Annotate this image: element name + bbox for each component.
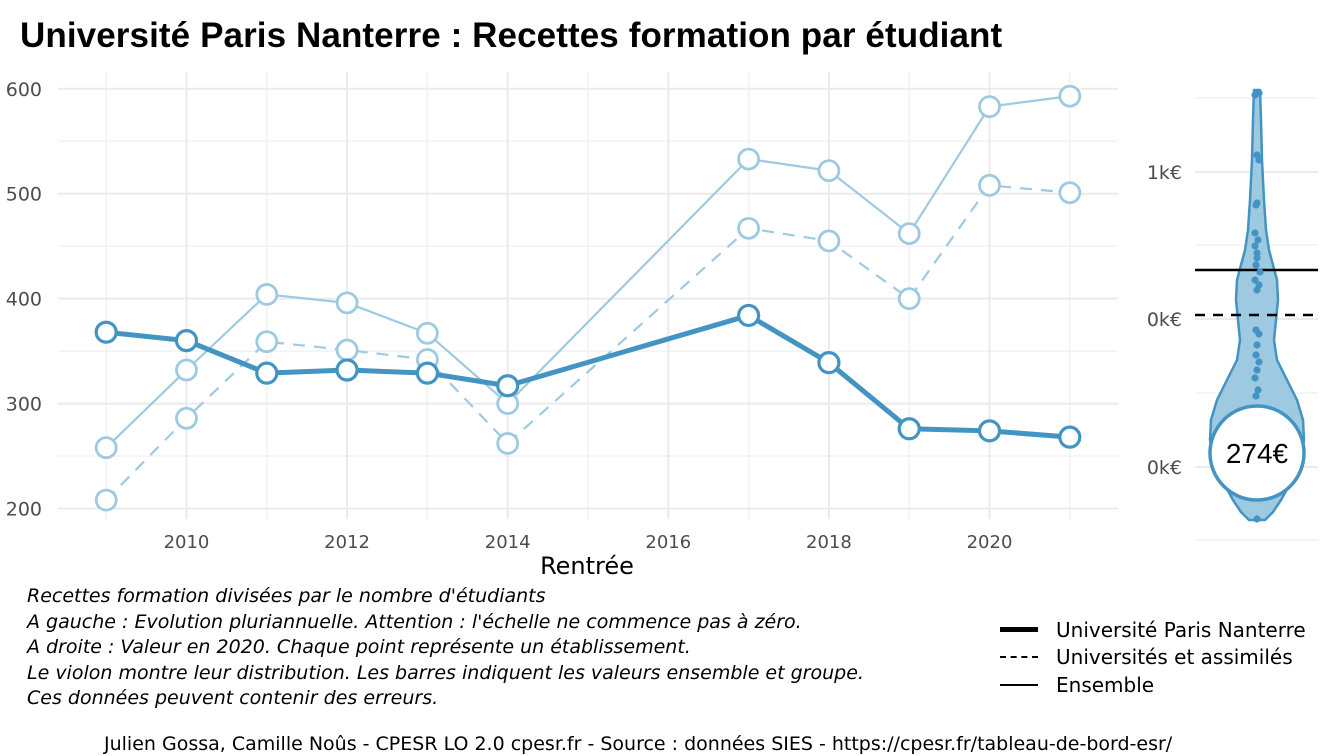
legend-label: Universités et assimilés <box>1056 645 1293 670</box>
data-point <box>737 216 761 240</box>
x-axis-title: Rentrée <box>540 552 634 580</box>
x-tick-label: 2018 <box>806 532 852 553</box>
data-point <box>255 283 279 306</box>
establishment-point <box>1255 156 1263 164</box>
data-point <box>415 361 439 385</box>
data-point <box>174 329 199 353</box>
caption-line: Recettes formation divisées par le nombr… <box>27 585 546 607</box>
legend-key-dashed <box>1000 656 1038 659</box>
x-tick-label: 2014 <box>485 532 531 553</box>
establishment-point <box>1251 229 1259 237</box>
y-tick-label: 500 <box>6 184 42 206</box>
establishment-point <box>1255 358 1263 366</box>
establishment-point <box>1253 249 1261 257</box>
establishment-point <box>1253 366 1261 374</box>
legend: Université Paris Nanterre Universités et… <box>1000 616 1306 699</box>
x-tick-label: 2012 <box>324 532 370 553</box>
establishment-point <box>1254 236 1262 244</box>
violin-y-tick-label: 1k€ <box>1147 162 1182 184</box>
source-footer: Julien Gossa, Camille Noûs - CPESR LO 2.… <box>104 733 1173 755</box>
data-point <box>255 330 279 354</box>
value-badge <box>1208 404 1306 502</box>
line-chart-axes: 2010 2012 2014 2016 2018 2020 200 300 400 500 600 <box>6 79 1013 553</box>
legend-item: Universités et assimilés <box>1000 644 1306 672</box>
data-point <box>737 303 761 328</box>
legend-item: Ensemble <box>1000 671 1306 699</box>
establishment-point <box>1252 392 1260 400</box>
data-point <box>897 222 921 245</box>
data-point <box>737 147 761 171</box>
data-point <box>1058 84 1082 108</box>
data-point <box>817 351 841 375</box>
caption-line: Ces données peuvent contenir des erreurs… <box>27 687 439 709</box>
establishment-point <box>1253 515 1261 523</box>
violin-y-tick-label: 0k€ <box>1147 457 1182 479</box>
caption: Recettes formation divisées par le nombr… <box>27 584 864 712</box>
caption-line: Le violon montre leur distribution. Les … <box>27 661 864 684</box>
data-point <box>977 419 1002 443</box>
establishment-point <box>1251 374 1259 382</box>
data-point <box>817 159 841 183</box>
data-point <box>335 338 359 362</box>
x-tick-label: 2020 <box>967 532 1013 553</box>
x-tick-label: 2010 <box>164 532 210 553</box>
series-line <box>105 184 1070 501</box>
establishment-point <box>1252 261 1260 269</box>
establishment-point <box>1253 254 1261 262</box>
y-tick-label: 300 <box>6 394 42 416</box>
establishment-point <box>1252 201 1260 209</box>
establishment-point <box>1252 351 1260 359</box>
data-point <box>255 361 279 385</box>
data-point <box>897 417 921 441</box>
data-point <box>496 374 520 398</box>
chart-title: Université Paris Nanterre : Recettes for… <box>20 16 1003 55</box>
establishment-point <box>1255 330 1263 338</box>
data-point <box>817 229 841 253</box>
establishment-point <box>1253 341 1261 349</box>
data-point <box>94 320 118 344</box>
establishment-point <box>1251 276 1259 284</box>
data-point <box>94 436 118 460</box>
caption-line: A gauche : Evolution pluriannuelle. Atte… <box>27 610 802 633</box>
establishment-point <box>1253 286 1261 294</box>
data-point <box>94 488 118 512</box>
establishment-point <box>1256 268 1264 276</box>
y-tick-label: 200 <box>6 499 42 521</box>
establishment-point <box>1251 242 1259 250</box>
y-tick-label: 400 <box>6 289 42 311</box>
data-point <box>175 406 198 430</box>
data-point <box>897 287 921 311</box>
legend-label: Université Paris Nanterre <box>1056 617 1306 642</box>
data-point <box>1058 425 1082 449</box>
data-point <box>978 95 1001 119</box>
legend-item: Université Paris Nanterre <box>1000 616 1306 644</box>
legend-key-thin <box>1000 683 1038 686</box>
data-point <box>415 321 439 345</box>
data-point <box>1058 181 1082 205</box>
establishment-point <box>1254 386 1262 394</box>
data-point <box>335 358 359 382</box>
y-tick-label: 600 <box>6 79 42 101</box>
x-tick-label: 2016 <box>645 532 691 553</box>
data-point <box>496 432 520 455</box>
violin-panel: 1k€ 0k€ 0k€ 274€ <box>1147 88 1318 541</box>
value-badge-label: 274€ <box>1226 438 1289 469</box>
legend-key-thick <box>1000 627 1038 633</box>
data-point <box>175 358 198 382</box>
caption-line: A droite : Valeur en 2020. Chaque point … <box>27 636 691 658</box>
line-chart-series <box>94 84 1082 512</box>
establishment-point <box>1251 91 1259 99</box>
data-point <box>978 173 1001 197</box>
legend-label: Ensemble <box>1056 672 1155 697</box>
data-point <box>335 291 359 315</box>
line-chart-grid <box>58 72 1118 519</box>
violin-y-tick-label: 0k€ <box>1147 309 1182 331</box>
